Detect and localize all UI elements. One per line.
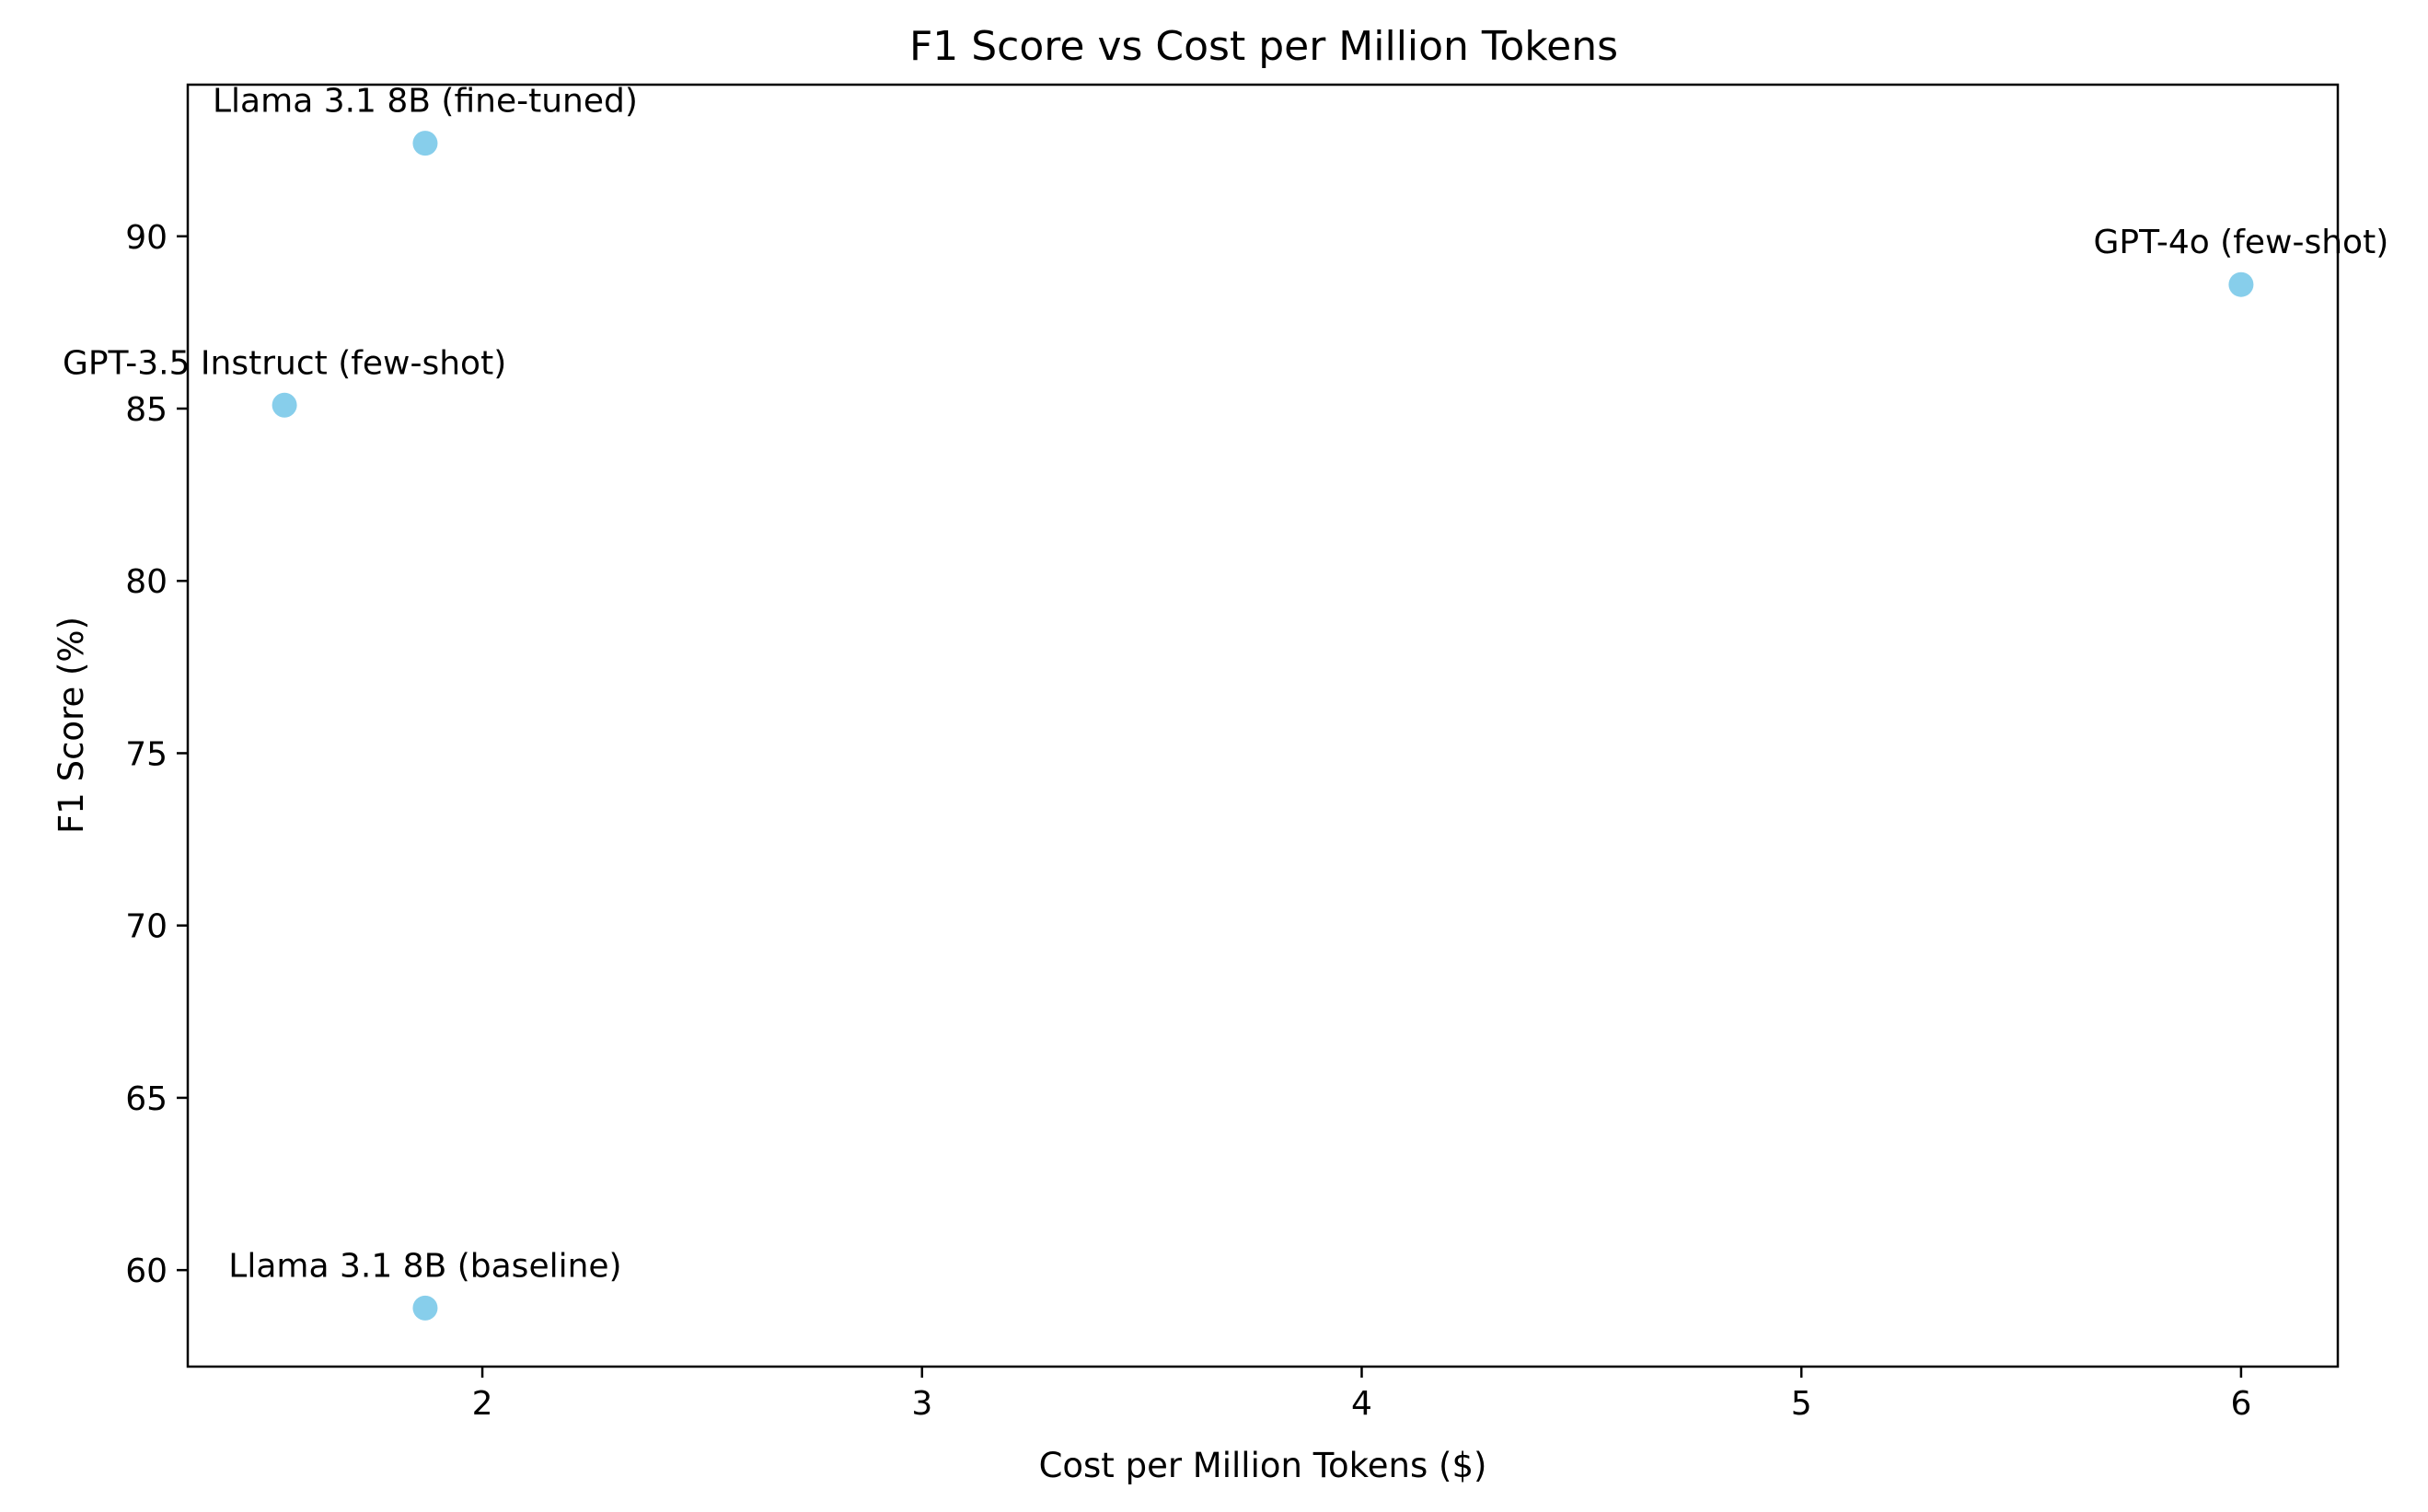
data-points: Llama 3.1 8B (fine-tuned) GPT-4o (few-sho… (63, 83, 2388, 1321)
y-tick-label: 70 (125, 908, 168, 946)
x-tick-label: 3 (911, 1385, 932, 1423)
chart-title: F1 Score vs Cost per Million Tokens (909, 23, 1618, 70)
data-point-label: Llama 3.1 8B (baseline) (228, 1247, 621, 1285)
x-tick-label: 4 (1351, 1385, 1372, 1423)
y-tick-label: 85 (125, 391, 168, 429)
x-axis-ticks: 2 3 4 5 6 (472, 1367, 2251, 1423)
y-tick-label: 75 (125, 735, 168, 773)
data-point-label: GPT-3.5 Instruct (few-shot) (63, 344, 506, 382)
data-point (412, 1295, 438, 1321)
y-tick-label: 65 (125, 1080, 168, 1118)
y-tick-label: 90 (125, 219, 168, 257)
y-tick-label: 60 (125, 1252, 168, 1290)
data-point (412, 131, 438, 156)
data-point (272, 392, 297, 418)
plot-area-frame (186, 83, 2340, 1368)
y-axis-ticks: 60 65 70 75 80 85 90 (125, 219, 188, 1290)
data-point-label: Llama 3.1 8B (fine-tuned) (213, 83, 638, 121)
y-axis-label: F1 Score (%) (52, 617, 91, 834)
data-point (2228, 271, 2254, 297)
x-tick-label: 2 (472, 1385, 493, 1423)
data-point-label: GPT-4o (few-shot) (2094, 224, 2389, 261)
x-tick-label: 6 (2230, 1385, 2251, 1423)
x-axis-label: Cost per Million Tokens ($) (1039, 1446, 1487, 1485)
x-tick-label: 5 (1791, 1385, 1812, 1423)
y-tick-label: 80 (125, 563, 168, 601)
